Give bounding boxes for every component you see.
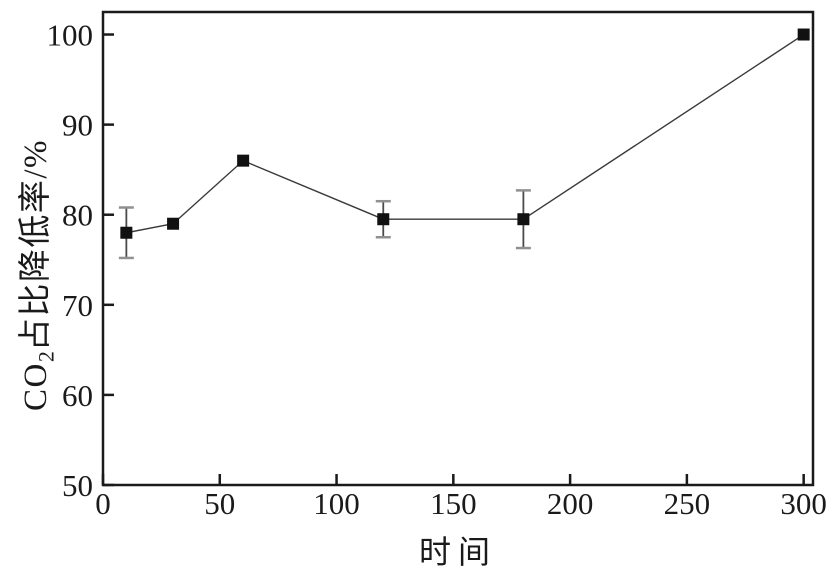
x-tick-label: 0 — [95, 486, 111, 521]
series-line — [126, 33, 805, 234]
data-point-marker — [237, 154, 250, 167]
y-tick-label: 50 — [62, 468, 93, 503]
x-tick-label: 50 — [204, 486, 235, 521]
data-point-marker — [377, 213, 390, 226]
x-tick-label: 100 — [313, 486, 360, 521]
y-tick-label: 70 — [62, 288, 93, 323]
data-point-marker — [167, 217, 180, 230]
data-point-marker — [517, 213, 530, 226]
plot-frame — [101, 10, 815, 487]
y-tick-label: 100 — [47, 18, 94, 53]
x-tick-label: 300 — [780, 486, 827, 521]
x-tick-label: 150 — [430, 486, 477, 521]
data-point-marker — [797, 28, 810, 41]
data-point-marker — [120, 226, 133, 239]
y-tick-label: 90 — [62, 108, 93, 143]
y-tick-label: 80 — [62, 198, 93, 233]
x-tick-label: 200 — [547, 486, 594, 521]
y-tick-label: 60 — [62, 378, 93, 413]
x-tick-label: 250 — [664, 486, 711, 521]
x-axis-label: 时间 — [418, 534, 497, 566]
